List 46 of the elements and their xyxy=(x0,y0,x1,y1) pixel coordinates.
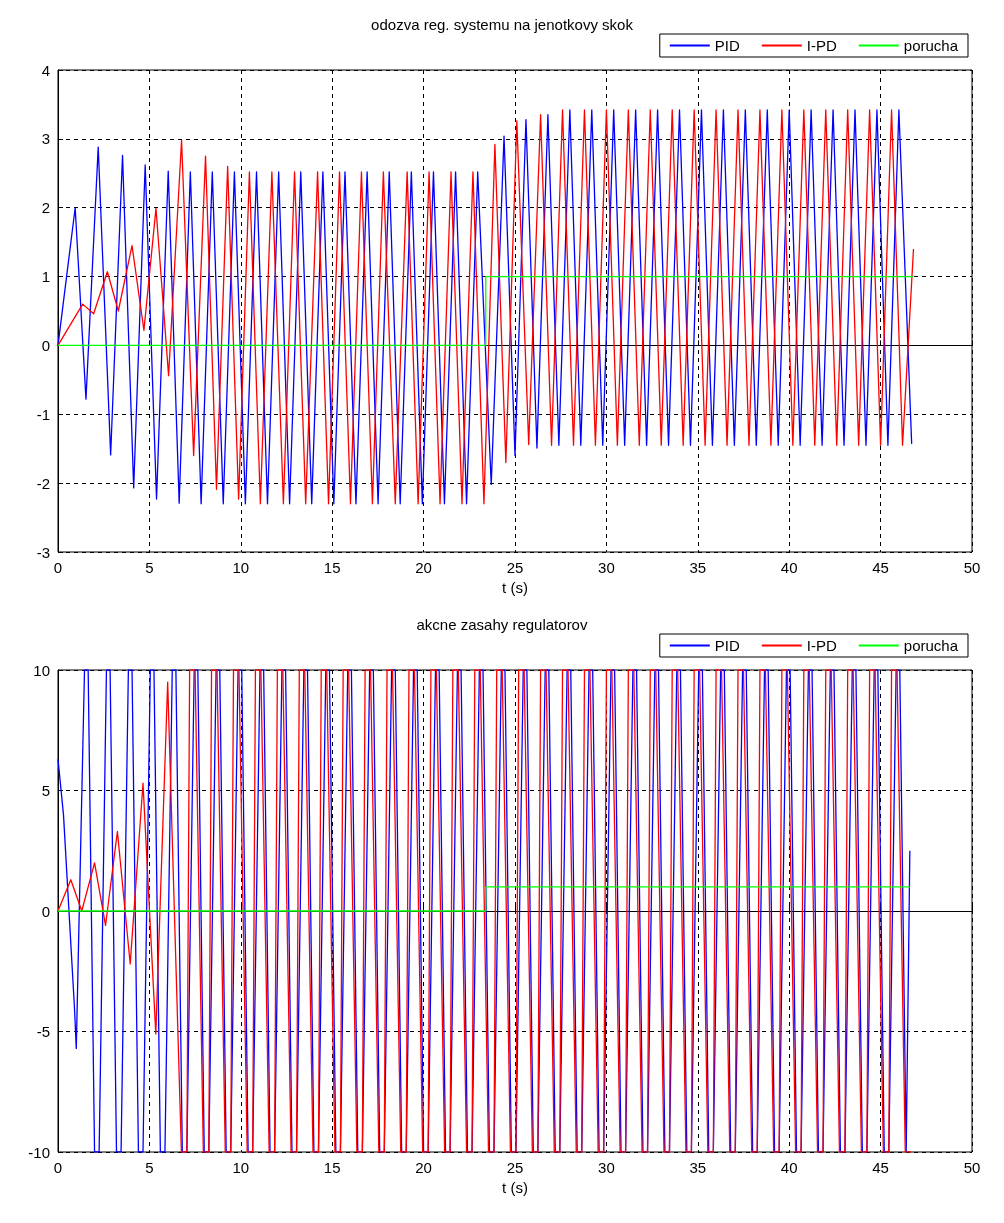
x-tick-label: 40 xyxy=(780,1159,798,1176)
x-tick-label: 20 xyxy=(415,559,432,576)
x-tick-label: 10 xyxy=(232,1159,250,1176)
x-tick-label: 10 xyxy=(232,559,250,576)
x-axis-title: t (s) xyxy=(502,1178,528,1196)
chart-title: akcne zasahy regulatorov xyxy=(416,616,588,633)
y-tick-label: 3 xyxy=(41,130,50,148)
x-tick-label: 5 xyxy=(145,1159,154,1176)
y-tick-label: -1 xyxy=(36,405,50,423)
y-tick-label: 0 xyxy=(41,336,50,354)
x-tick-label: 40 xyxy=(780,559,798,576)
x-tick-label: 35 xyxy=(689,1159,707,1176)
x-tick-label: 30 xyxy=(598,1159,615,1176)
x-tick-label: 25 xyxy=(506,1159,524,1176)
x-tick-label: 0 xyxy=(53,559,63,576)
chart-title: odozva reg. systemu na jenotkovy skok xyxy=(371,16,634,33)
x-tick-label: 50 xyxy=(963,559,981,576)
legend-label: porucha xyxy=(903,37,959,54)
line-series xyxy=(57,669,911,1153)
x-tick-label: 15 xyxy=(323,1159,341,1176)
x-tick-label: 45 xyxy=(872,1159,889,1176)
y-tick-label: 1 xyxy=(41,268,50,286)
legend-label: porucha xyxy=(903,637,959,654)
y-tick-label: -2 xyxy=(36,474,50,492)
y-tick-label: -5 xyxy=(36,1023,50,1040)
x-tick-label: 45 xyxy=(872,559,889,576)
y-tick-label: 5 xyxy=(41,782,50,799)
legend-label: PID xyxy=(714,637,740,654)
x-axis-title: t (s) xyxy=(502,578,528,596)
legend-label: I-PD xyxy=(806,637,837,654)
x-tick-label: 20 xyxy=(415,1159,432,1176)
x-tick-label: 5 xyxy=(145,559,154,576)
legend-label: PID xyxy=(714,37,740,54)
y-tick-label: -3 xyxy=(36,543,50,561)
x-tick-label: 0 xyxy=(53,1159,63,1176)
y-tick-label: 2 xyxy=(41,199,50,217)
y-tick-label: 10 xyxy=(33,661,50,679)
y-tick-label: 4 xyxy=(41,61,50,79)
legend-label: I-PD xyxy=(806,37,837,54)
y-tick-label: -10 xyxy=(28,1143,50,1161)
x-tick-label: 50 xyxy=(963,1159,981,1176)
x-tick-label: 15 xyxy=(323,559,341,576)
x-tick-label: 30 xyxy=(598,559,615,576)
x-tick-label: 35 xyxy=(689,559,707,576)
x-tick-label: 25 xyxy=(506,559,524,576)
y-tick-label: 0 xyxy=(41,902,50,920)
